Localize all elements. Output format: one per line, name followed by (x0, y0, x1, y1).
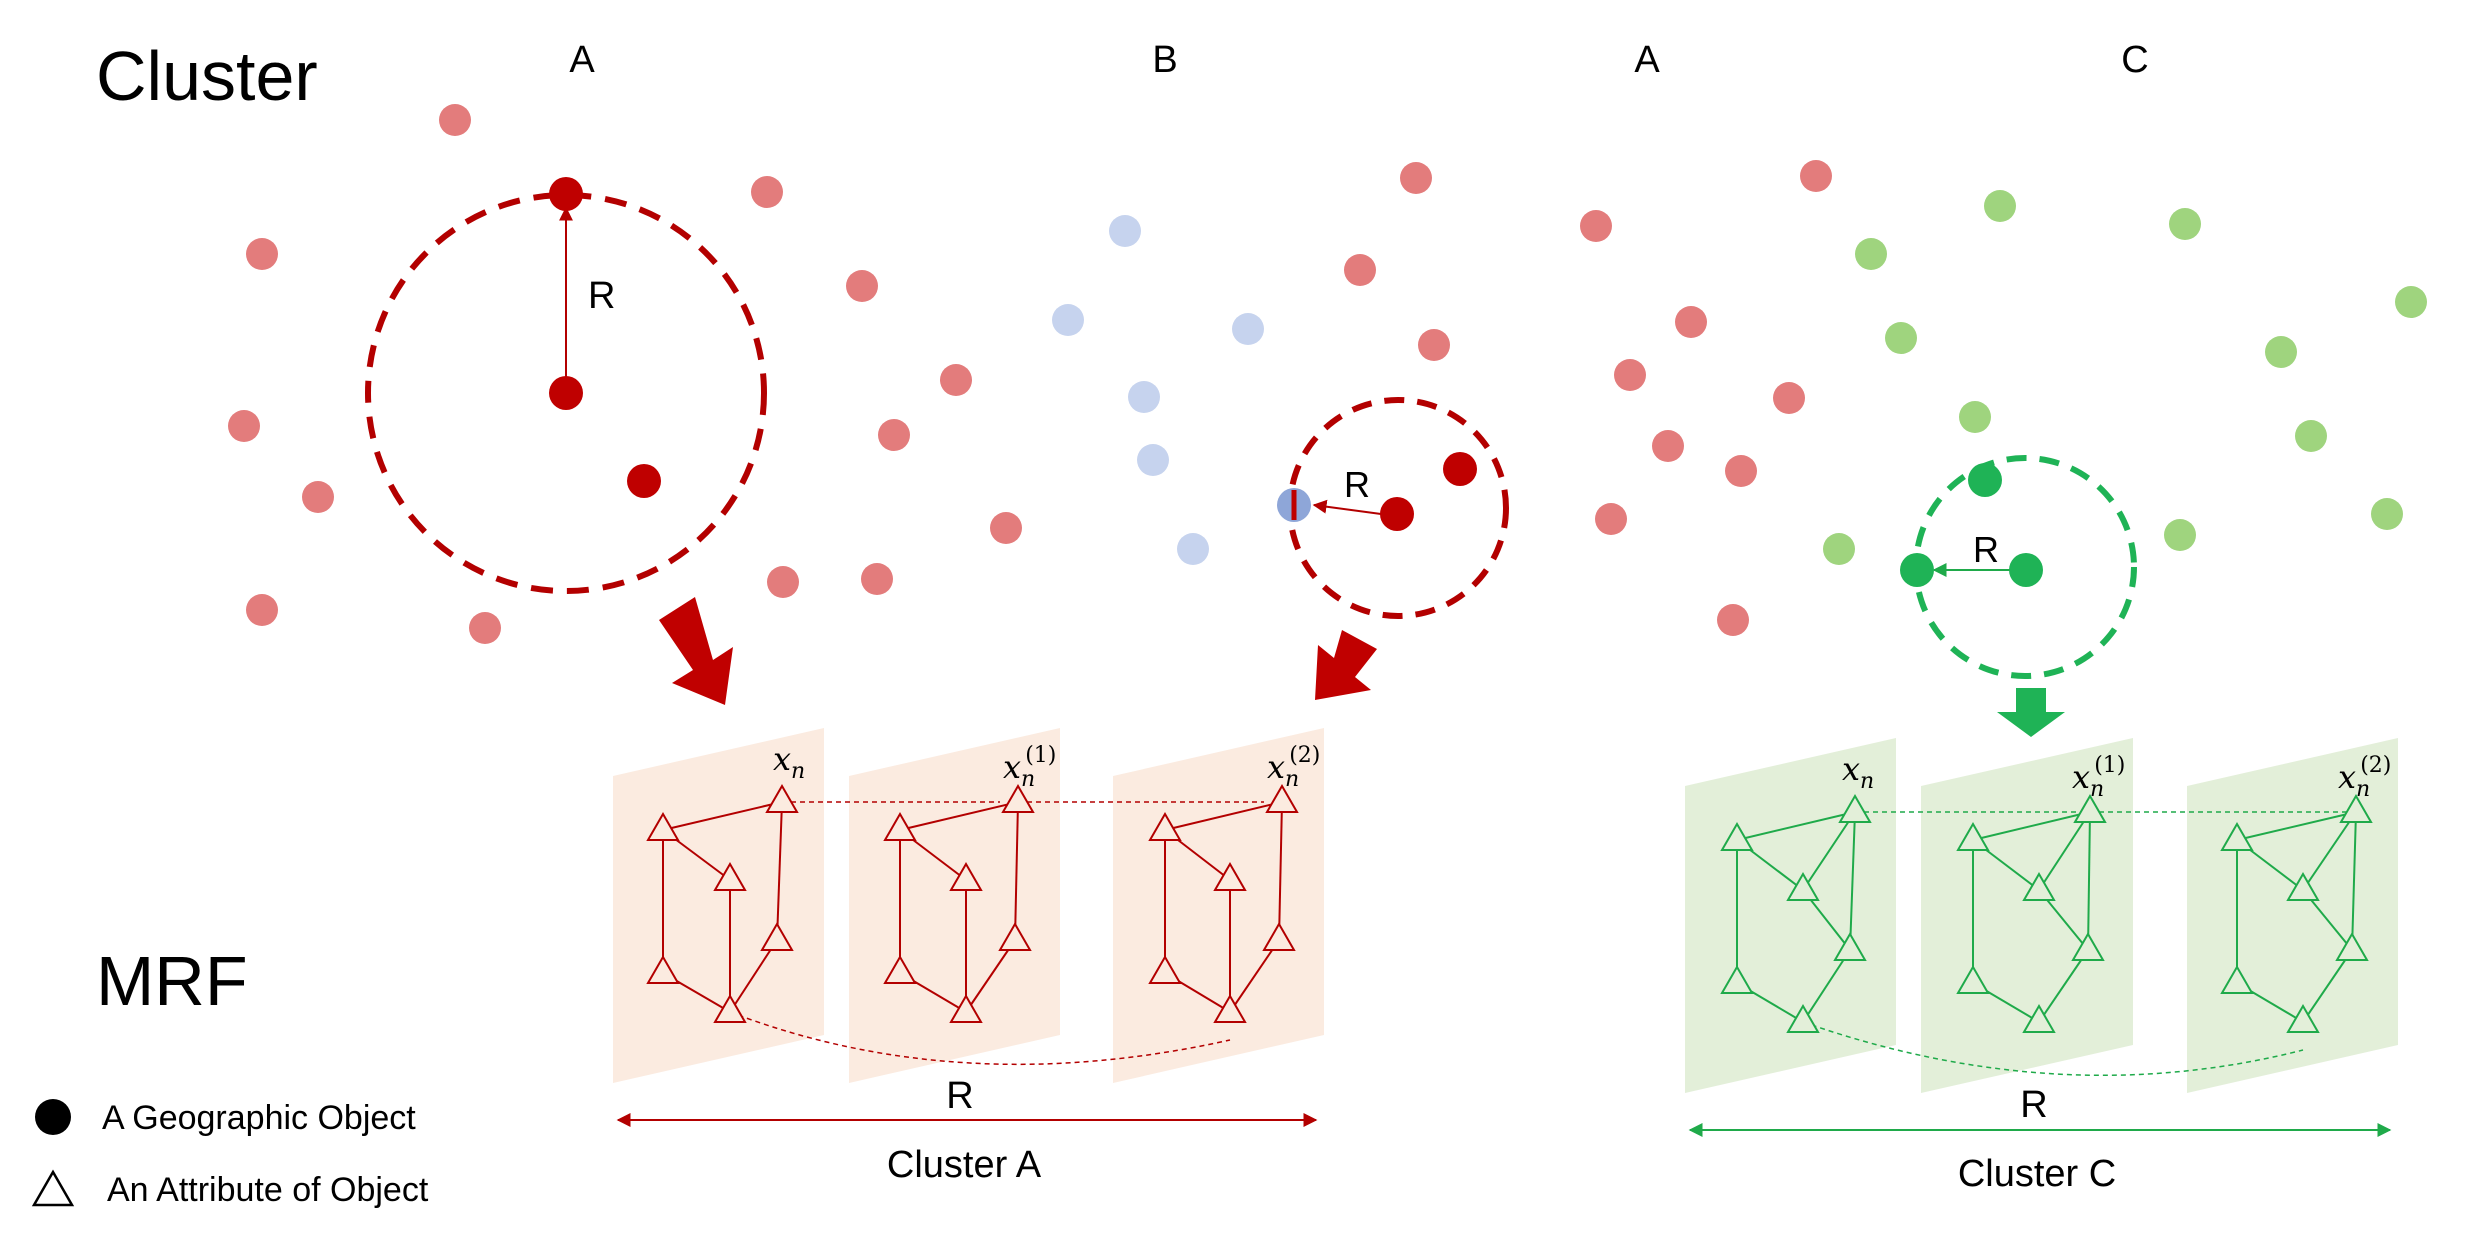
red-arrow-icon (659, 597, 733, 705)
light-blue-points (1052, 215, 1264, 565)
radius-label-c: R (1973, 529, 1999, 570)
green-arrow-icon (1997, 688, 2065, 737)
var-sub: n (791, 759, 805, 784)
cluster-heading: Cluster (96, 37, 318, 115)
svg-text:xn: xn (1842, 750, 1874, 794)
svg-text:xn(1): xn(1) (1003, 743, 1056, 792)
region-label-a2: A (1634, 39, 1660, 81)
var-base: x (773, 740, 791, 778)
svg-text:xn(1): xn(1) (2072, 753, 2125, 802)
background-points (228, 104, 2427, 644)
radius-label-b: R (1344, 464, 1370, 505)
mrf-green-group: xn xn(1) xn(2) R Cluster C (1685, 738, 2398, 1195)
cluster-a-radius: R (365, 177, 767, 594)
light-red-points (228, 104, 1832, 644)
cluster-b-radius: R (1277, 397, 1509, 619)
svg-text:xn: xn (773, 740, 805, 784)
red-arrow-icon (1315, 630, 1377, 700)
cluster-c-label: Cluster C (1958, 1153, 2116, 1195)
radius-label-mrf-c: R (2020, 1084, 2047, 1126)
radius-label-mrf-a: R (946, 1075, 973, 1117)
region-label-b: B (1152, 39, 1177, 81)
plane-red-1 (613, 728, 824, 1083)
legend-attribute: An Attribute of Object (107, 1171, 429, 1209)
legend-geo-object: A Geographic Object (102, 1099, 416, 1137)
region-label-a1: A (569, 39, 595, 81)
light-green-points (1823, 190, 2427, 565)
radius-label-a: R (588, 275, 615, 317)
region-label-c: C (2121, 39, 2148, 81)
mrf-red-group: xn xn(1) xn(2) R Cluster A (613, 728, 1324, 1186)
legend: A Geographic Object An Attribute of Obje… (31, 1099, 429, 1209)
svg-text:xn(2): xn(2) (2338, 753, 2391, 802)
svg-text:xn(2): xn(2) (1267, 743, 1320, 792)
circle-icon (35, 1099, 71, 1135)
mrf-heading: MRF (96, 942, 248, 1020)
cluster-a-label: Cluster A (887, 1144, 1042, 1186)
cluster-c-radius: R (1900, 455, 2137, 679)
triangle-icon (31, 1169, 75, 1207)
